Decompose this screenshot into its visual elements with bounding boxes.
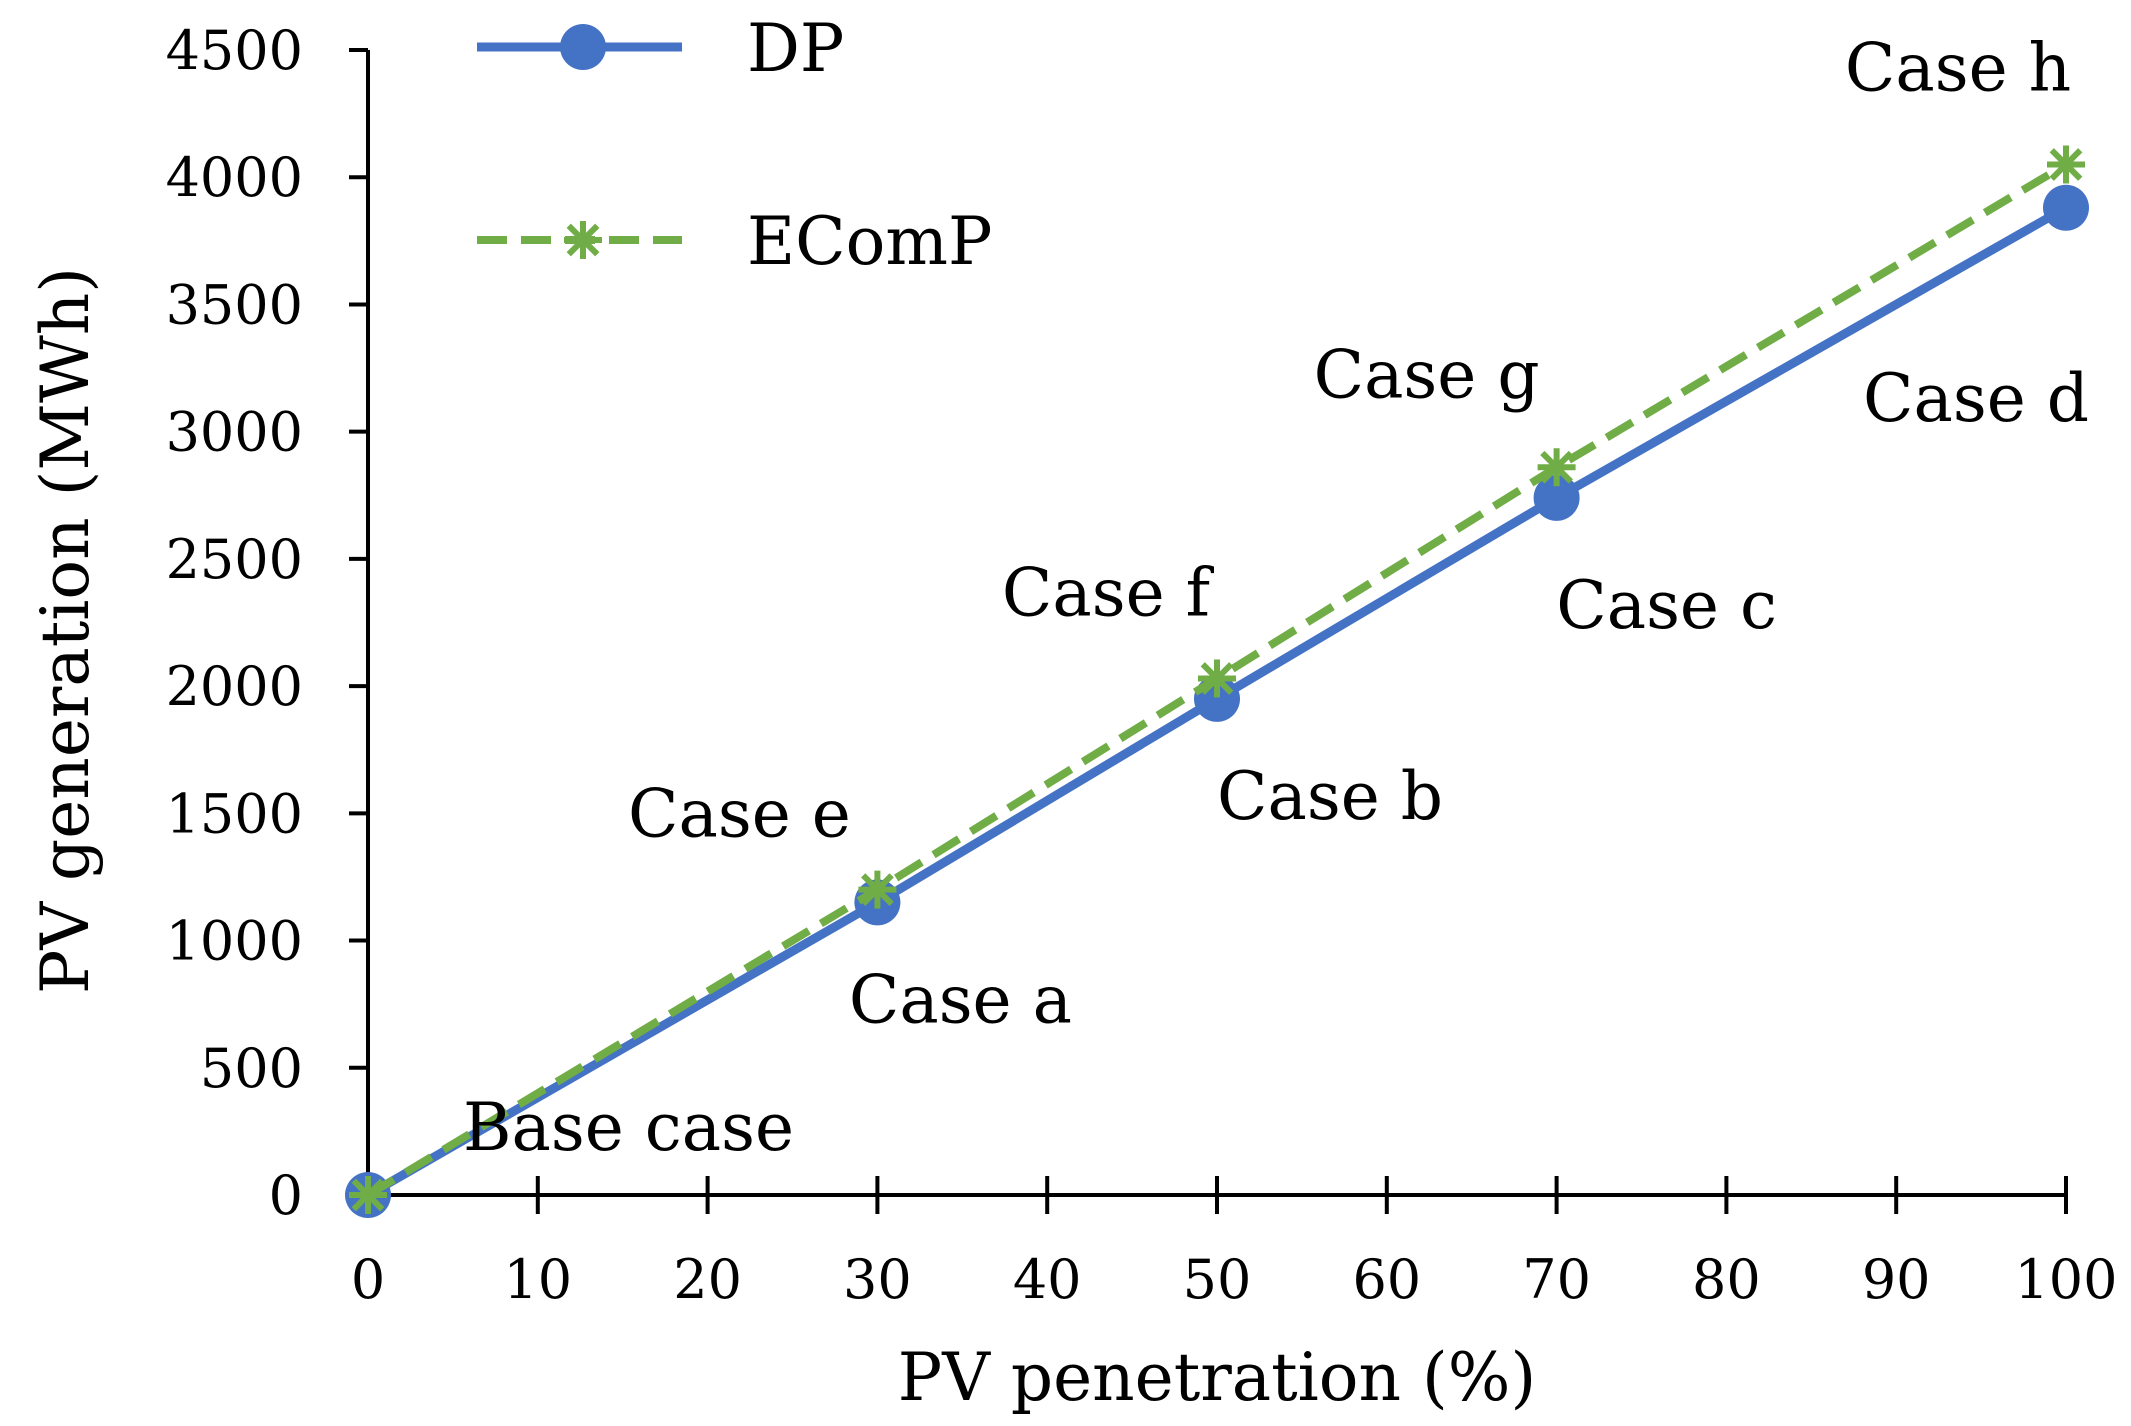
asterisk-stroke	[351, 1178, 385, 1212]
x-tick-label: 60	[1352, 1248, 1421, 1311]
x-tick-label: 0	[351, 1248, 385, 1311]
series-layer	[345, 145, 2089, 1218]
y-tick-label: 3500	[166, 273, 303, 336]
annotation-case-d: Case d	[1863, 360, 2089, 437]
y-tick-label: 2500	[166, 528, 303, 591]
point-annotations: Base case Case a Case b Case c Case d Case e C…	[463, 30, 2089, 1167]
annotation-case-g: Case g	[1314, 336, 1540, 413]
x-axis-title: PV penetration (%)	[898, 1339, 1536, 1416]
annotation-case-a: Case a	[849, 961, 1072, 1038]
asterisk-stroke	[861, 873, 894, 907]
y-tick-label: 500	[200, 1037, 303, 1100]
annotation-case-b: Case b	[1217, 758, 1443, 835]
legend: DP EComP	[477, 10, 992, 280]
legend-label-dp: DP	[747, 10, 844, 87]
y-tick-label: 4500	[166, 19, 303, 82]
asterisk-stroke	[566, 223, 600, 257]
data-point-circle	[560, 24, 606, 70]
annotation-base-case: Base case	[463, 1089, 794, 1166]
annotation-case-c: Case c	[1556, 567, 1777, 644]
y-tick-label: 3000	[166, 401, 303, 464]
x-tick-label: 80	[1692, 1248, 1761, 1311]
y-tick-label: 1500	[166, 782, 303, 845]
y-tick-label: 0	[269, 1164, 303, 1227]
data-point-asterisk	[349, 1176, 387, 1214]
data-point-asterisk	[858, 870, 897, 909]
data-point-asterisk	[2047, 145, 2085, 184]
data-point-asterisk	[564, 221, 602, 259]
asterisk-stroke	[1200, 662, 1234, 695]
x-tick-label: 20	[673, 1248, 742, 1311]
annotation-case-e: Case e	[628, 776, 851, 853]
x-tick-label: 50	[1183, 1248, 1252, 1311]
axes: 0 10 20 30 40 50 60 70 80 90 100050010001500200025…	[27, 19, 2118, 1416]
x-tick-label: 40	[1013, 1248, 1082, 1311]
data-point-asterisk	[1537, 448, 1576, 487]
annotation-case-f: Case f	[1002, 554, 1215, 631]
x-tick-label: 70	[1522, 1248, 1591, 1311]
x-tick-label: 30	[843, 1248, 912, 1311]
y-axis-title: PV generation (MWh)	[27, 267, 104, 994]
legend-label-ecomp: EComP	[747, 203, 992, 280]
data-point-circle	[2043, 184, 2089, 231]
y-tick-label: 1000	[166, 910, 303, 973]
y-tick-label: 4000	[166, 146, 303, 209]
annotation-case-h: Case h	[1845, 30, 2071, 107]
data-point-circle	[1533, 474, 1580, 521]
y-tick-label: 2000	[166, 655, 303, 718]
x-tick-label: 100	[2014, 1248, 2117, 1311]
data-point-asterisk	[1198, 659, 1236, 698]
asterisk-stroke	[2049, 148, 2083, 181]
x-tick-label: 10	[503, 1248, 572, 1311]
asterisk-stroke	[1540, 450, 1573, 484]
x-tick-label: 90	[1862, 1248, 1931, 1311]
